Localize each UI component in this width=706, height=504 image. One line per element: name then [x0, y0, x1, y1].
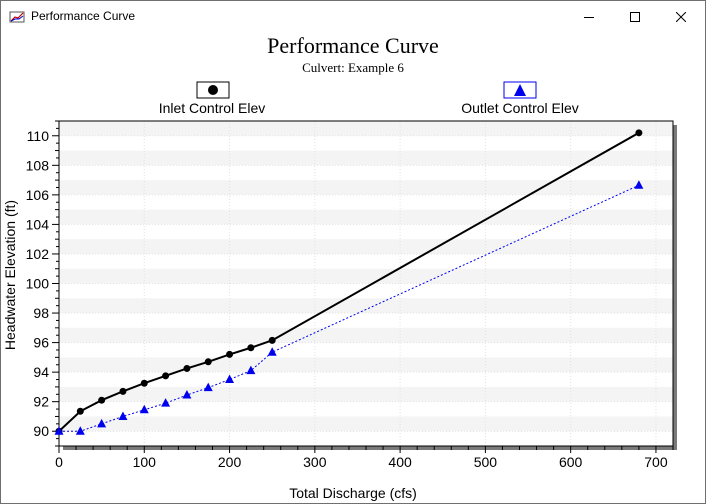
x-tick-label: 400	[388, 454, 412, 470]
y-tick-label: 110	[27, 128, 50, 144]
x-tick-label: 700	[644, 454, 668, 470]
plot-band	[59, 150, 673, 166]
data-point-outlet	[634, 180, 644, 189]
y-tick-label: 102	[26, 246, 50, 262]
x-tick-label: 500	[474, 454, 498, 470]
minimize-button[interactable]	[566, 1, 612, 32]
plot-band	[59, 209, 673, 225]
data-point-outlet	[118, 411, 128, 420]
x-tick-label: 0	[55, 454, 63, 470]
data-point-outlet	[54, 426, 64, 435]
data-point-inlet	[226, 350, 234, 358]
y-tick-label: 94	[33, 364, 49, 380]
y-tick-label: 90	[33, 423, 49, 439]
data-point-inlet	[183, 364, 191, 372]
legend-circle-marker-icon	[208, 85, 218, 95]
data-point-inlet	[119, 387, 127, 395]
data-point-inlet	[204, 358, 212, 366]
chart-subtitle: Culvert: Example 6	[302, 60, 404, 75]
data-point-inlet	[76, 407, 84, 415]
x-tick-label: 300	[303, 454, 327, 470]
plot-band	[59, 386, 673, 402]
x-axis-label: Total Discharge (cfs)	[289, 485, 417, 501]
y-tick-label: 92	[33, 394, 49, 410]
x-tick-label: 200	[218, 454, 242, 470]
close-button[interactable]	[658, 1, 704, 32]
performance-chart: Performance Curve Culvert: Example 6 Inl…	[2, 33, 677, 501]
y-tick-label: 96	[33, 335, 49, 351]
plot-band	[59, 180, 673, 195]
data-point-outlet	[182, 390, 192, 399]
y-tick-label: 106	[26, 187, 50, 203]
plot-band	[59, 416, 673, 432]
data-point-outlet	[203, 382, 213, 392]
legend-label-outlet: Outlet Control Elev	[461, 100, 579, 116]
legend-triangle-marker-icon	[514, 84, 526, 96]
y-tick-label: 108	[26, 157, 50, 173]
data-point-outlet	[246, 365, 256, 375]
x-tick-label: 100	[133, 454, 157, 470]
title-bar[interactable]: Performance Curve	[1, 1, 705, 32]
plot-band	[59, 357, 673, 373]
data-point-inlet	[268, 336, 276, 344]
x-tick-label: 600	[559, 454, 583, 470]
plot-band	[59, 268, 673, 284]
y-tick-label: 104	[26, 216, 50, 232]
y-tick-label: 98	[33, 305, 49, 321]
data-point-inlet	[98, 396, 106, 404]
data-point-outlet	[75, 426, 85, 435]
chart-area: Performance Curve Culvert: Example 6 Inl…	[1, 32, 705, 503]
data-point-outlet	[225, 374, 235, 384]
series-line-outlet	[59, 184, 640, 432]
data-point-outlet	[97, 418, 107, 428]
minimize-icon	[584, 16, 594, 18]
plot-band	[59, 327, 673, 343]
data-point-outlet	[139, 404, 149, 414]
y-tick-label: 100	[26, 276, 50, 292]
plot-band	[59, 121, 673, 136]
plot-band	[59, 239, 673, 254]
close-icon	[676, 11, 686, 22]
data-point-outlet	[161, 398, 171, 407]
data-point-inlet	[140, 379, 148, 387]
app-icon	[9, 11, 25, 23]
data-point-outlet	[267, 347, 277, 356]
plot-band	[59, 298, 673, 314]
window-title: Performance Curve	[31, 9, 136, 23]
data-point-inlet	[162, 372, 170, 380]
legend-label-inlet: Inlet Control Elev	[159, 100, 266, 116]
y-axis-label: Headwater Elevation (ft)	[2, 200, 18, 350]
data-point-inlet	[635, 129, 643, 137]
chart-title: Performance Curve	[267, 33, 439, 58]
data-point-inlet	[247, 344, 255, 352]
series-line-inlet	[58, 131, 640, 432]
maximize-button[interactable]	[612, 1, 658, 32]
maximize-icon	[630, 11, 640, 22]
